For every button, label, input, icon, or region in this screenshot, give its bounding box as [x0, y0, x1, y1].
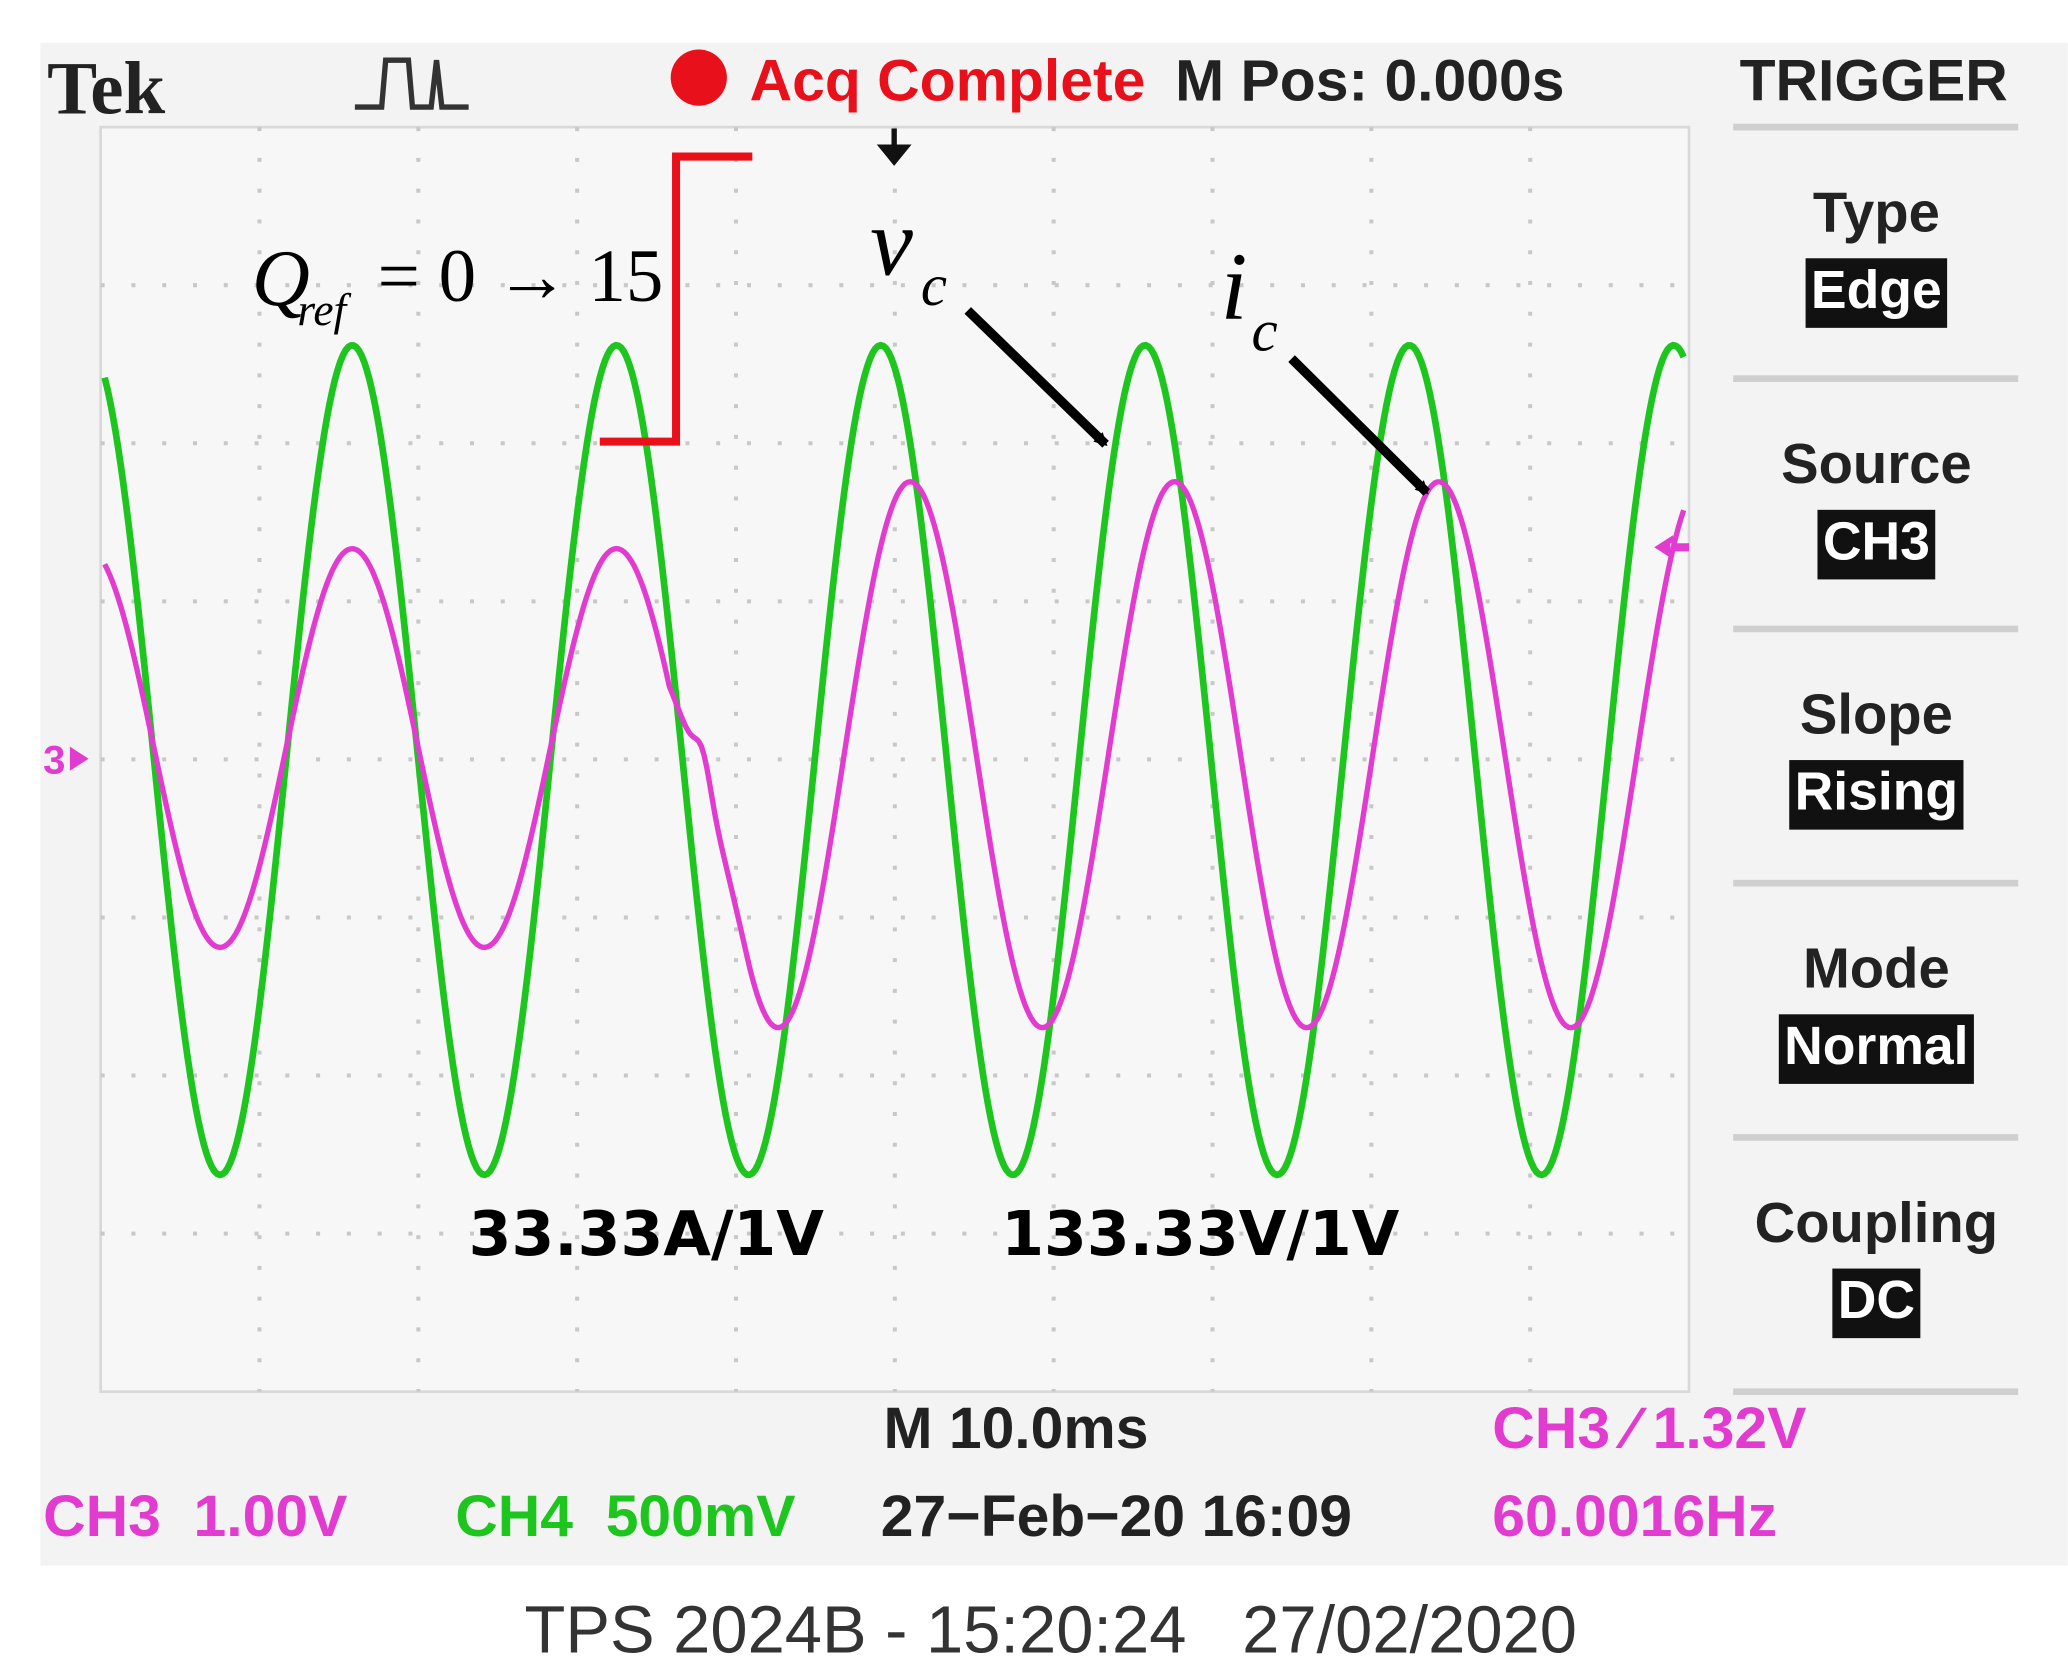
q-step-indicator — [599, 152, 753, 446]
q-symbol: Q — [252, 234, 310, 323]
menu-label: Coupling — [1755, 1191, 1998, 1254]
status-dot — [670, 49, 727, 106]
menu-value-box — [1805, 258, 1948, 328]
menu-label: Slope — [1800, 682, 1953, 745]
q-subscript: ref — [297, 284, 351, 335]
status: Acq Complete — [750, 48, 1146, 113]
menu-value: Rising — [1795, 763, 1959, 822]
menu-value-box — [1832, 1268, 1921, 1339]
timebase: M 10.0ms — [883, 1396, 1148, 1461]
ic-arrow — [1288, 355, 1431, 496]
current-scale: 33.33A/1V — [469, 1198, 825, 1270]
ch3-arrow — [69, 746, 89, 771]
ch3-marker: 3 — [43, 737, 65, 782]
ic-subscript: c — [1251, 299, 1277, 364]
menu-value-box — [1778, 1014, 1974, 1084]
vc-symbol: v — [870, 188, 913, 295]
grid — [100, 127, 1690, 1392]
footer: TPS 2024B - 15:20:24 27/02/2020 — [525, 1593, 1577, 1668]
menu: Type Edge Source CH3 Slope Rising Mode Normal Co… — [1733, 123, 2019, 1396]
current-trace — [102, 479, 1687, 1031]
ch3-readout: CH3 1.00V — [43, 1484, 347, 1549]
vc-subscript: c — [921, 253, 947, 318]
q-expression: = 0 → 15 — [378, 235, 664, 318]
date-readout: 27−Feb−20 16:09 — [881, 1484, 1352, 1549]
menu-label: Source — [1781, 432, 1971, 495]
trigger-position-marker — [876, 128, 912, 166]
menu-value: CH3 — [1823, 512, 1930, 571]
position: M Pos: 0.000s — [1175, 48, 1564, 113]
menu-label: Type — [1813, 180, 1940, 243]
trigger-level-marker — [1654, 535, 1690, 560]
menu-value-box — [1789, 760, 1964, 830]
menu-value: DC — [1838, 1271, 1915, 1330]
brand: Tek — [47, 48, 165, 131]
menu-title: TRIGGER — [1740, 48, 2008, 113]
ic-symbol: i — [1221, 232, 1248, 339]
menu-value: Normal — [1784, 1017, 1968, 1076]
frequency-readout: 60.0016Hz — [1492, 1484, 1777, 1549]
acq-icon — [354, 57, 469, 110]
waveforms — [101, 341, 1687, 1179]
menu-value-box — [1817, 509, 1936, 580]
voltage-trace — [101, 341, 1687, 1179]
ch4-readout: CH4 500mV — [455, 1484, 795, 1549]
trigger-readout: CH3 ⁄ 1.32V — [1492, 1396, 1806, 1461]
menu-label: Mode — [1803, 937, 1950, 1000]
menu-value: Edge — [1811, 261, 1942, 320]
voltage-scale: 133.33V/1V — [1001, 1198, 1399, 1270]
vc-arrow — [964, 307, 1109, 448]
